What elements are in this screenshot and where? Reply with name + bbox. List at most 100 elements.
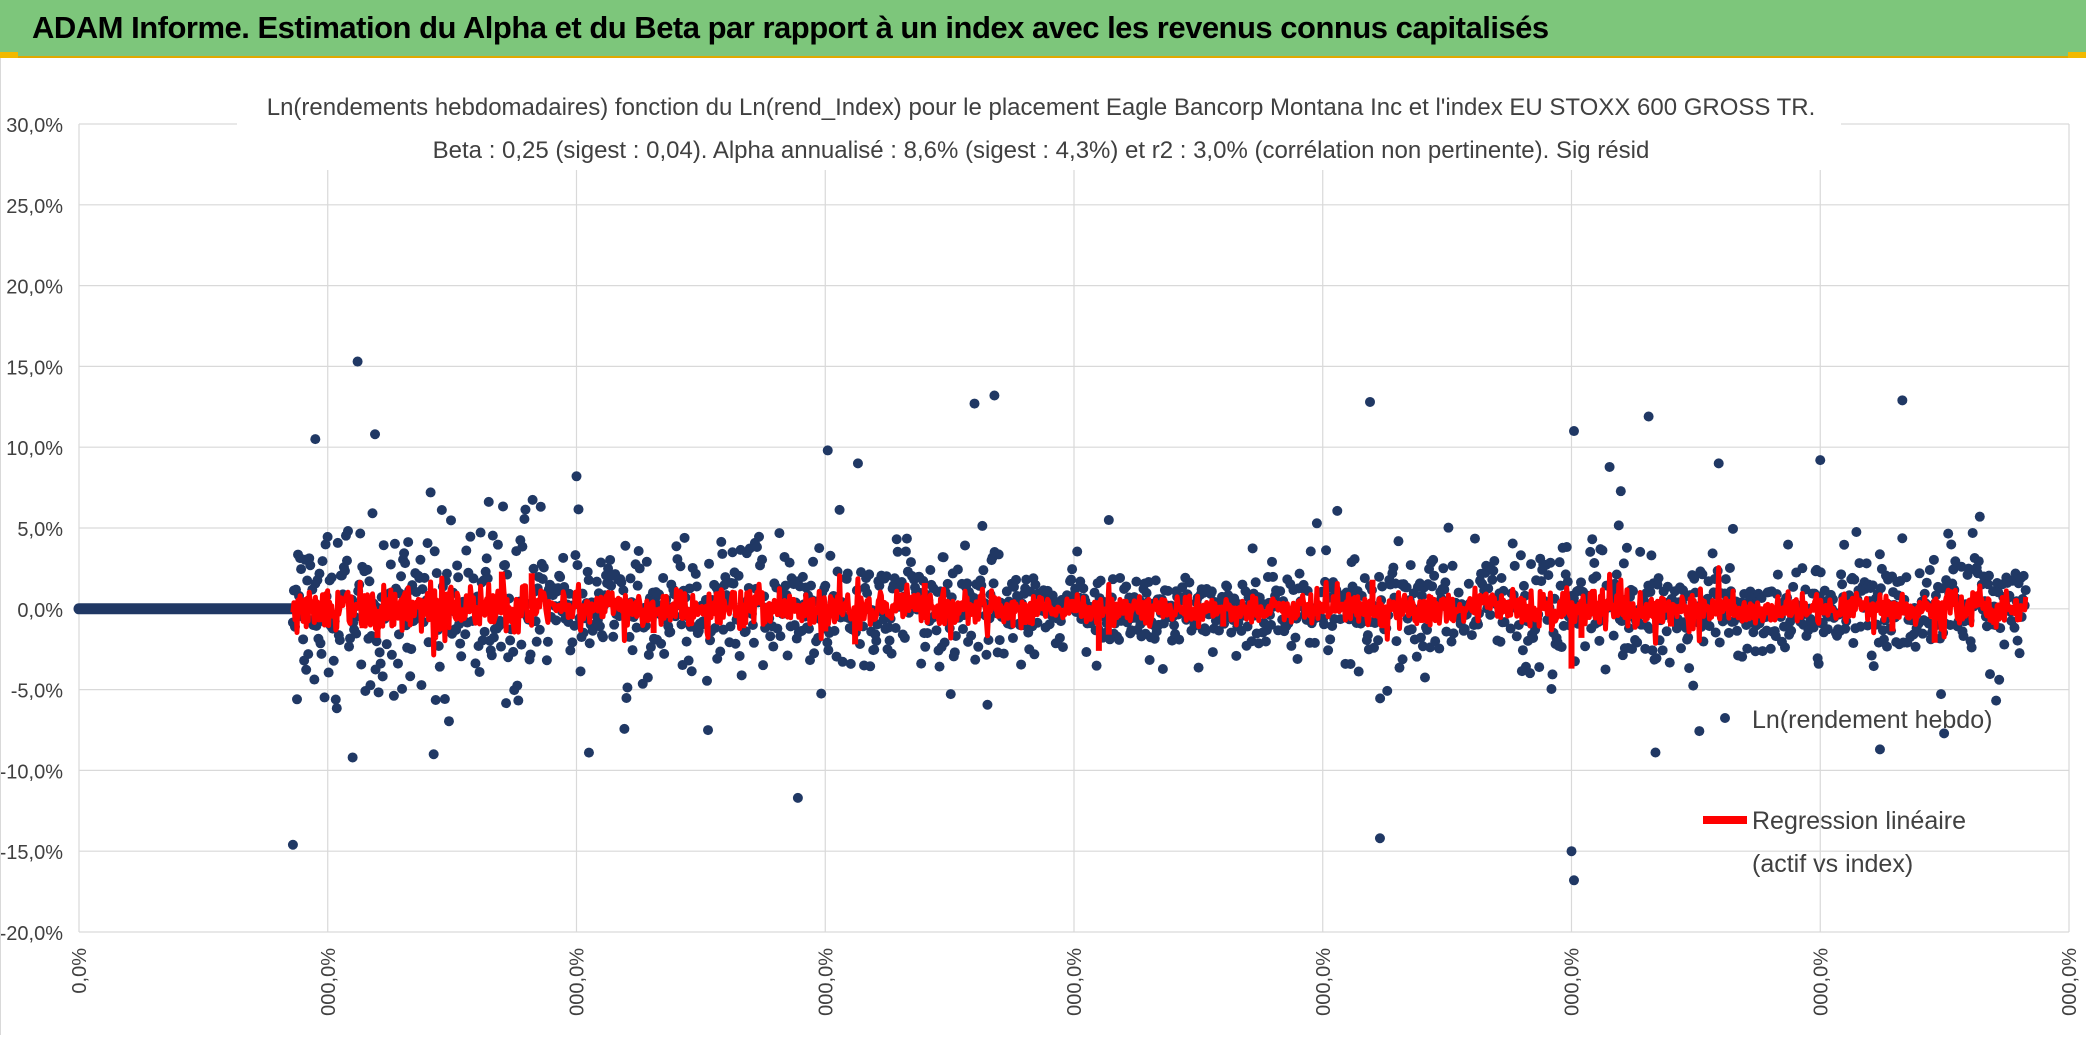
scatter-point [993, 549, 1004, 560]
scatter-point [1554, 557, 1565, 568]
scatter-point [1511, 631, 1522, 642]
scatter-point [676, 619, 687, 630]
scatter-point [512, 680, 523, 691]
scatter-point [1650, 747, 1661, 758]
scatter-point [461, 545, 472, 556]
scatter-point [332, 537, 343, 548]
scatter-point [1910, 641, 1921, 652]
scatter-point [1547, 669, 1558, 680]
scatter-point [751, 541, 762, 552]
scatter-point [1958, 631, 1969, 642]
scatter-point [388, 690, 399, 701]
scatter-point [619, 723, 630, 734]
scatter-point [934, 661, 945, 672]
scatter-point [1924, 564, 1935, 575]
scatter-point [429, 546, 440, 557]
scatter-point [939, 637, 950, 648]
scatter-point [1162, 585, 1173, 596]
y-tick-label: 20,0% [6, 277, 63, 299]
scatter-point [671, 541, 682, 552]
scatter-point [1982, 579, 1993, 590]
scatter-point [1353, 666, 1364, 677]
scatter-point [475, 527, 486, 538]
title-background [237, 86, 1841, 170]
scatter-point-outlier [1568, 875, 1579, 886]
scatter-point [1928, 554, 1939, 565]
scatter-point-outlier [571, 471, 582, 482]
scatter-point [1397, 654, 1408, 665]
scatter-point [1265, 619, 1276, 630]
scatter-point [1150, 575, 1161, 586]
scatter-point [1157, 663, 1168, 674]
scatter-point [977, 520, 988, 531]
scatter-point [1936, 689, 1947, 700]
scatter-point [627, 645, 638, 656]
scatter-point [1628, 586, 1639, 597]
scatter-point [1594, 635, 1605, 646]
scatter-point [1897, 533, 1908, 544]
scatter-point [513, 695, 524, 706]
scatter-point [1286, 640, 1297, 651]
scatter-point [920, 641, 931, 652]
scatter-point [683, 655, 694, 666]
scatter-point-outlier [287, 839, 298, 850]
scatter-point [334, 635, 345, 646]
scatter-point [942, 578, 953, 589]
scatter-point [1174, 634, 1185, 645]
scatter-point [341, 555, 352, 566]
scatter-point [1750, 646, 1761, 657]
chart-subtitle: Beta : 0,25 (sigest : 0,04). Alpha annua… [433, 137, 1650, 164]
scatter-point [415, 554, 426, 565]
scatter-point [1525, 668, 1536, 679]
report-title: ADAM Informe. Estimation du Alpha et du … [32, 10, 1549, 45]
scatter-point [789, 620, 800, 631]
scatter-point [583, 575, 594, 586]
scatter-point [616, 577, 627, 588]
scatter-point [535, 501, 546, 512]
scatter-point [517, 541, 528, 552]
scatter-point [431, 568, 442, 579]
scatter-point [703, 725, 714, 736]
scatter-point [1332, 505, 1343, 516]
scatter-point [1430, 636, 1441, 647]
scatter-point [460, 629, 471, 640]
scatter-point [1487, 574, 1498, 585]
x-tick-label: 000,0% [567, 948, 589, 1016]
scatter-point-outlier [352, 356, 363, 367]
scatter-point [1463, 578, 1474, 589]
legend-label-regression-line2: (actif vs index) [1752, 850, 1913, 878]
scatter-point [782, 650, 793, 661]
scatter-point [1966, 642, 1977, 653]
scatter-point [1732, 625, 1743, 636]
scatter-point [1994, 674, 2005, 685]
scatter-point [1836, 569, 1847, 580]
x-tick-label: 0,0% [69, 948, 91, 994]
scatter-point [605, 554, 616, 565]
legend-label-scatter: Ln(rendement hebdo) [1752, 706, 1992, 734]
scatter-point [1177, 582, 1188, 593]
scatter-point [1440, 577, 1451, 588]
scatter-point [1483, 583, 1494, 594]
scatter-point [768, 641, 779, 652]
scatter-point [1546, 684, 1557, 695]
scatter-point [501, 698, 512, 709]
scatter-point [632, 580, 643, 591]
scatter-point [1528, 633, 1539, 644]
scatter-point [1447, 560, 1458, 571]
scatter-point [1489, 556, 1500, 567]
scatter-point [1948, 564, 1959, 575]
scatter-point [609, 619, 620, 630]
scatter-point [938, 552, 949, 563]
scatter-point [1644, 623, 1655, 634]
scatter-point [416, 680, 427, 691]
scatter-point [1543, 570, 1554, 581]
scatter-point [292, 694, 303, 705]
scatter-point [631, 622, 642, 633]
scatter-point [364, 576, 375, 587]
scatter-point [373, 687, 384, 698]
scatter-point [1608, 630, 1619, 641]
scatter-point [505, 635, 516, 646]
scatter-point [1466, 630, 1477, 641]
scatter-point [1321, 545, 1332, 556]
scatter-point [727, 547, 738, 558]
